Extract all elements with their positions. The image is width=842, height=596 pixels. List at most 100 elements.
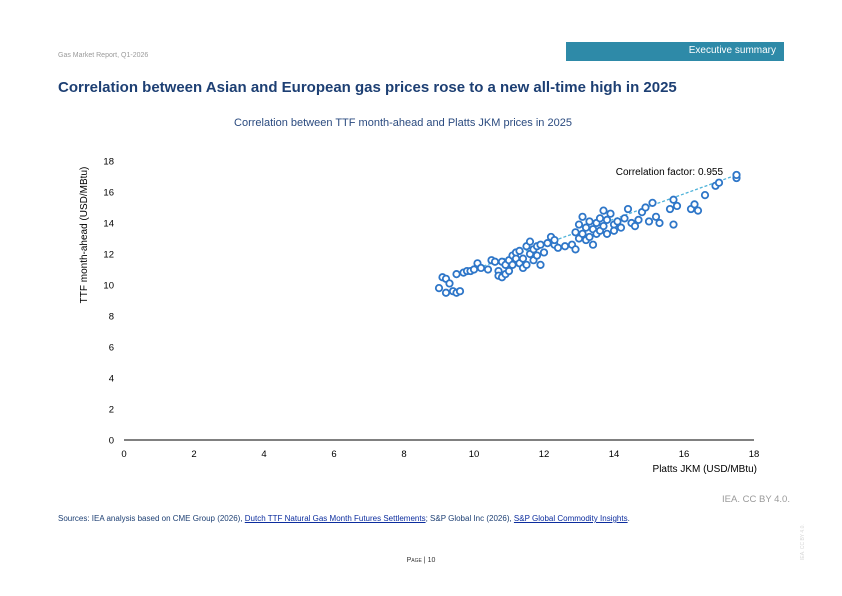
data-point xyxy=(630,222,640,231)
x-tick-label: 14 xyxy=(609,449,620,460)
data-point xyxy=(578,212,587,221)
data-point xyxy=(571,228,580,237)
data-point xyxy=(620,214,629,223)
data-point xyxy=(469,265,479,274)
data-point xyxy=(543,239,552,248)
data-point xyxy=(613,217,622,226)
page-word: Page xyxy=(406,557,422,564)
page-title: Correlation between Asian and European g… xyxy=(58,79,677,96)
data-point xyxy=(550,235,559,245)
scatter-points xyxy=(434,170,741,297)
x-tick-label: 2 xyxy=(191,449,196,460)
data-point xyxy=(560,242,570,251)
data-point xyxy=(644,217,654,226)
y-tick-label: 14 xyxy=(103,219,114,230)
data-point xyxy=(581,223,591,232)
data-point xyxy=(515,246,524,255)
data-point xyxy=(483,265,493,274)
data-point xyxy=(651,212,661,221)
data-point xyxy=(585,217,594,226)
data-point xyxy=(714,178,724,187)
ttf-futures-link[interactable]: Dutch TTF Natural Gas Month Futures Sett… xyxy=(244,514,426,523)
y-tick-label: 2 xyxy=(109,405,114,416)
data-point xyxy=(732,170,741,180)
x-tick-label: 4 xyxy=(261,449,266,460)
data-point xyxy=(606,209,615,218)
data-point xyxy=(599,206,608,215)
sources-suffix: . xyxy=(627,514,630,523)
data-point xyxy=(602,215,612,224)
data-point xyxy=(518,254,528,263)
correlation-annotation: Correlation factor: 0.955 xyxy=(616,167,724,178)
data-point xyxy=(578,229,587,238)
data-point xyxy=(655,218,664,228)
sources-middle: ; S&P Global Inc (2026), xyxy=(425,514,514,523)
data-point xyxy=(522,260,531,269)
data-point xyxy=(452,270,461,279)
report-name: Gas Market Report, Q1-2026 xyxy=(58,52,149,59)
x-tick-label: 12 xyxy=(539,449,550,460)
data-point xyxy=(536,260,545,269)
data-point xyxy=(602,229,612,238)
data-point xyxy=(690,200,699,209)
side-watermark: IEA. CC BY 4.0. xyxy=(800,524,806,560)
page-separator: | xyxy=(423,557,426,564)
y-axis-label: TTF month-ahead (USD/MBtu) xyxy=(79,167,90,304)
x-axis-label: Platts JKM (USD/MBtu) xyxy=(653,464,757,475)
data-point xyxy=(445,279,454,288)
data-point xyxy=(455,287,465,296)
data-point xyxy=(553,243,563,252)
y-tick-label: 18 xyxy=(103,157,114,168)
data-point xyxy=(648,198,657,207)
data-point xyxy=(504,266,514,276)
data-point xyxy=(476,263,486,273)
page-number-value: 10 xyxy=(427,557,436,564)
section-tab[interactable]: Executive summary xyxy=(566,42,784,61)
license-note: IEA. CC BY 4.0. xyxy=(722,494,790,505)
x-tick-label: 10 xyxy=(469,449,480,460)
data-point xyxy=(525,237,535,246)
data-point xyxy=(669,220,678,229)
data-point xyxy=(508,260,517,269)
data-point xyxy=(539,248,549,257)
x-tick-label: 18 xyxy=(749,449,760,460)
data-point xyxy=(599,222,608,231)
sp-global-link[interactable]: S&P Global Commodity Insights xyxy=(513,514,628,523)
data-point xyxy=(588,240,598,249)
data-point xyxy=(623,204,633,214)
data-point xyxy=(441,288,451,297)
data-point xyxy=(665,204,675,214)
data-point xyxy=(669,195,678,204)
data-point xyxy=(609,226,619,235)
data-point xyxy=(595,214,605,223)
sources-prefix: Sources: IEA analysis based on CME Group… xyxy=(58,514,245,523)
y-tick-label: 8 xyxy=(109,312,114,323)
x-tick-label: 8 xyxy=(401,449,406,460)
x-tick-labels: 0 2 4 6 8 10 12 14 16 18 xyxy=(121,449,759,460)
y-tick-label: 10 xyxy=(103,281,114,292)
sources-note: Sources: IEA analysis based on CME Group… xyxy=(58,514,630,523)
data-point xyxy=(574,220,584,229)
data-point xyxy=(616,223,626,232)
y-tick-label: 0 xyxy=(109,436,114,447)
x-tick-label: 0 xyxy=(121,449,126,460)
x-tick-label: 6 xyxy=(331,449,336,460)
data-point xyxy=(490,257,500,266)
data-point xyxy=(532,251,542,260)
y-tick-label: 12 xyxy=(103,250,114,261)
y-tick-labels: 0 2 4 6 8 10 12 14 16 18 xyxy=(103,157,114,447)
y-tick-label: 16 xyxy=(103,188,114,199)
data-point xyxy=(585,232,594,242)
data-point xyxy=(536,240,545,249)
data-point xyxy=(634,215,643,224)
chart-title: Correlation between TTF month-ahead and … xyxy=(234,117,572,129)
data-point xyxy=(434,283,444,293)
data-point xyxy=(672,201,682,211)
x-tick-label: 16 xyxy=(679,449,690,460)
data-point xyxy=(571,245,580,254)
data-point xyxy=(641,203,650,212)
page-number: Page | 10 xyxy=(0,557,842,564)
data-point xyxy=(700,191,710,200)
y-tick-label: 6 xyxy=(109,343,114,354)
